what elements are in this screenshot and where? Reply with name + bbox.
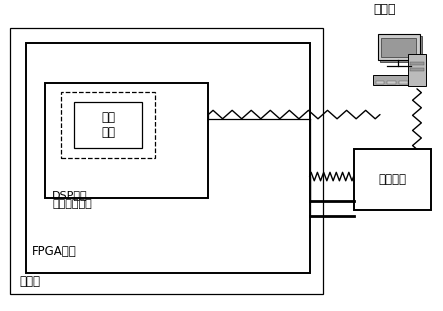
- Bar: [410, 68, 424, 71]
- Bar: [381, 38, 416, 57]
- Bar: [10, 28, 323, 295]
- Bar: [376, 81, 385, 84]
- Text: 子母板连接器: 子母板连接器: [52, 199, 92, 209]
- Bar: [46, 83, 208, 198]
- Text: DSP子板: DSP子板: [52, 190, 88, 200]
- Bar: [408, 54, 426, 86]
- Text: 辐照室: 辐照室: [19, 276, 40, 288]
- Bar: [410, 62, 424, 65]
- Bar: [373, 75, 415, 85]
- Bar: [380, 36, 422, 62]
- Bar: [61, 92, 155, 158]
- Bar: [378, 35, 420, 60]
- Bar: [399, 81, 408, 84]
- Text: 电源模块: 电源模块: [378, 173, 406, 186]
- Text: 上位机: 上位机: [373, 3, 396, 16]
- Bar: [354, 149, 431, 210]
- Bar: [388, 81, 396, 84]
- Bar: [74, 102, 142, 148]
- Text: FPGA母板: FPGA母板: [32, 245, 77, 258]
- Text: 被测
芯片: 被测 芯片: [101, 111, 115, 139]
- Bar: [26, 44, 310, 273]
